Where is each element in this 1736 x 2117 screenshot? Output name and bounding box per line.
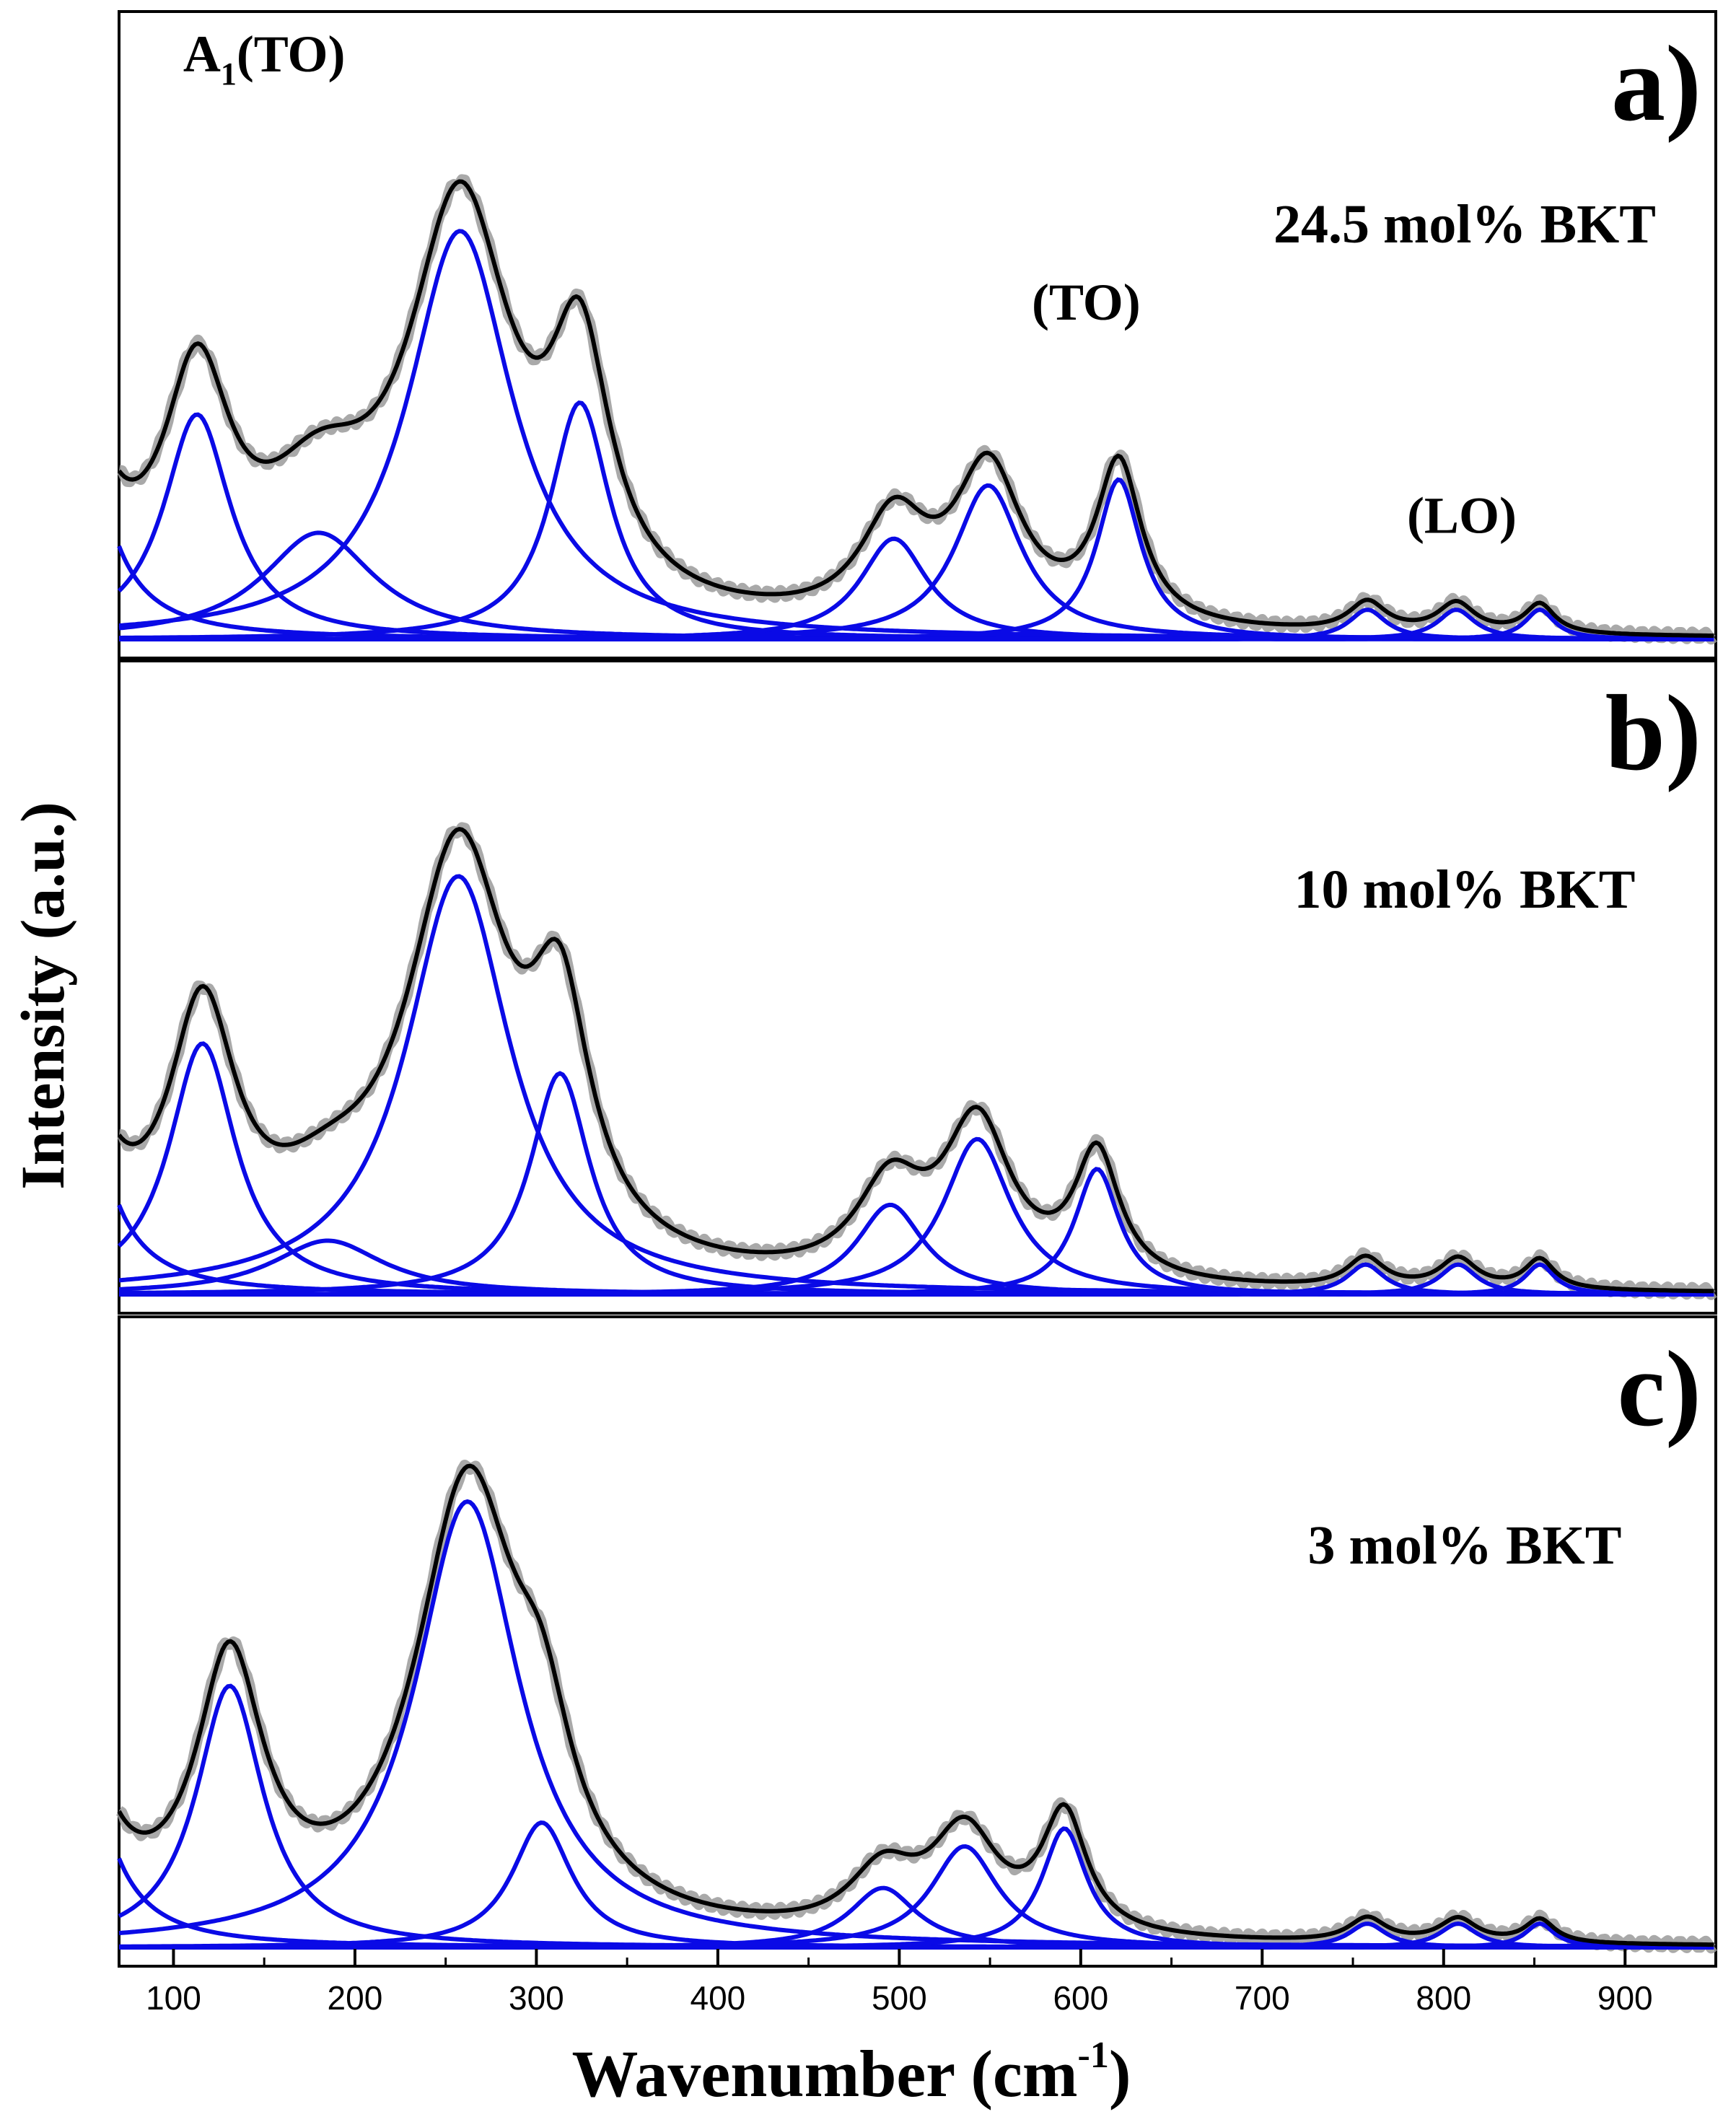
mode-annotation-subscript: 1 — [221, 56, 237, 92]
x-axis-label: Wavenumber (cm-1) — [572, 2035, 1131, 2111]
fit-component-10 — [119, 607, 1714, 641]
composition-label: 3 mol% BKT — [1308, 1515, 1622, 1576]
cumulative-fit — [117, 1463, 1714, 1947]
x-axis: 100 200 300 400 500 600 700 800 900 — [146, 1949, 1653, 2017]
x-axis-label-superscript: -1 — [1078, 2035, 1109, 2076]
x-tick-label: 300 — [509, 1979, 564, 2017]
x-tick-label: 600 — [1053, 1979, 1108, 2017]
panel-frame — [118, 10, 1717, 659]
mode-annotation: (LO) — [1407, 486, 1517, 544]
x-tick-label: 400 — [691, 1979, 746, 2017]
panel-label: c) — [1617, 1329, 1701, 1449]
mode-annotation: (TO) — [1032, 273, 1141, 331]
x-axis-label-close: ) — [1109, 2037, 1131, 2111]
mode-annotation: A1(TO) — [183, 25, 346, 92]
x-tick-label: 100 — [146, 1979, 201, 2017]
panels-layer: a)24.5 mol% BKTA1(TO)A1(TO)(TO)(LO)b)10 … — [115, 10, 1717, 1968]
x-tick-label: 900 — [1597, 1979, 1653, 2017]
mode-annotation-base: A — [183, 25, 221, 83]
panel-label: b) — [1605, 673, 1701, 793]
panel-label: a) — [1611, 24, 1701, 144]
composition-label: 24.5 mol% BKT — [1273, 194, 1656, 255]
fit-component-9 — [119, 1921, 1714, 1950]
x-tick-label: 700 — [1235, 1979, 1290, 2017]
panel-frame — [118, 1315, 1717, 1968]
panel-3: c) 3 mol% BKT — [115, 1315, 1717, 1968]
panel-frame — [118, 659, 1717, 1315]
panel-2: b) 10 mol% BKT — [116, 659, 1717, 1315]
x-tick-label: 500 — [872, 1979, 927, 2017]
y-axis-label: Intensity (a.u.) — [8, 802, 77, 1190]
x-tick-label: 200 — [328, 1979, 383, 2017]
x-axis-label-main: Wavenumber (cm — [572, 2037, 1078, 2111]
cumulative-fit — [117, 179, 1714, 638]
composition-label: 10 mol% BKT — [1294, 859, 1636, 920]
x-tick-label: 800 — [1416, 1979, 1471, 2017]
mode-annotation-rest: (TO) — [237, 25, 346, 83]
cumulative-fit — [117, 827, 1714, 1294]
fit-component-10 — [119, 1262, 1714, 1297]
